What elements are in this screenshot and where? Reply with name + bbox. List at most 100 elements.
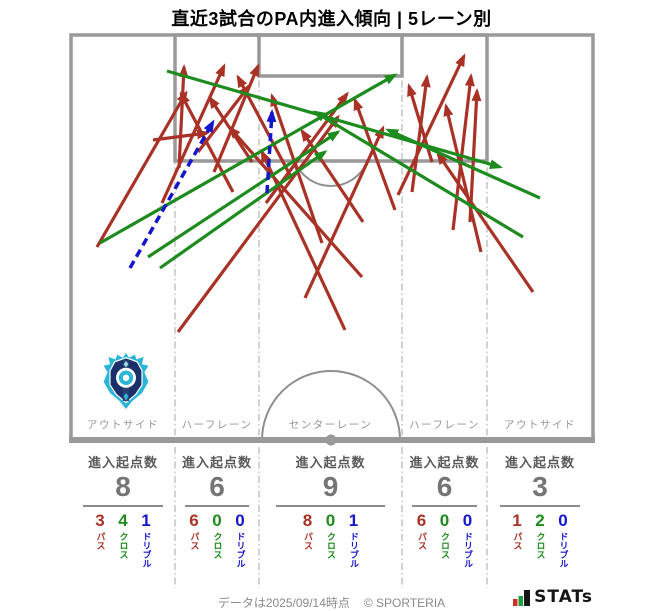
dribble-count-value: 1	[141, 511, 151, 531]
lane-stats-1: 進入起点数 8 3 パス 4 クロス 1 ドリブル	[71, 446, 175, 588]
entry-origin-count-label: 進入起点数	[181, 455, 252, 470]
entry-origin-count-label: 進入起点数	[409, 455, 480, 470]
cross-label: クロス	[440, 531, 450, 559]
lane-label-1: アウトサイド	[87, 419, 159, 431]
dribble-label: ドリブル	[349, 531, 359, 568]
pass-arrow	[95, 90, 188, 248]
stat-rule	[276, 505, 385, 508]
goal-area	[257, 33, 404, 78]
stats-brand-logo: STATs	[507, 589, 593, 606]
pass-arrow	[160, 63, 226, 204]
pass-count-value: 8	[302, 511, 313, 531]
pass-arrow	[451, 73, 475, 231]
dribble-count-value: 0	[462, 511, 473, 531]
cross-count-cell: 2 クロス	[532, 511, 548, 568]
dribble-count-cell: 0 ドリブル	[460, 511, 476, 568]
page-title: 直近3試合のPA内進入傾向 | 5レーン別	[171, 9, 492, 29]
pass-label: パス	[417, 531, 427, 550]
cross-count-value: 0	[439, 511, 450, 531]
pass-count-value: 3	[95, 511, 105, 531]
entry-origin-count-label: 進入起点数	[295, 455, 366, 470]
entry-arrows	[95, 53, 541, 333]
lane-stats-2: 進入起点数 6 6 パス 0 クロス 0 ドリブル	[175, 446, 259, 588]
pass-count-cell: 6 パス	[414, 511, 430, 568]
dribble-count-value: 0	[558, 511, 568, 531]
pass-label: パス	[95, 531, 106, 550]
pass-arrow	[176, 114, 340, 333]
dribble-count-value: 0	[235, 511, 245, 531]
pass-arrow	[177, 64, 189, 169]
cross-arrow	[159, 150, 328, 270]
pass-count-value: 6	[189, 511, 199, 531]
dribble-label: ドリブル	[463, 531, 473, 568]
pass-arrow	[436, 151, 535, 293]
dribble-count-cell: 0 ドリブル	[232, 511, 248, 567]
pass-arrow	[353, 97, 397, 211]
cross-arrow	[166, 69, 503, 170]
pass-arrow	[270, 93, 324, 244]
cross-count-value: 0	[212, 511, 222, 531]
cross-label: クロス	[212, 531, 223, 559]
center-circle	[261, 370, 401, 441]
dribble-count-cell: 0 ドリブル	[555, 511, 571, 568]
pass-label: パス	[189, 531, 200, 550]
cross-count-cell: 0 クロス	[323, 511, 339, 568]
pass-arrow	[396, 53, 466, 196]
pass-arrow	[300, 128, 365, 223]
lane-label-5: アウトサイド	[504, 419, 576, 431]
pass-count-cell: 3 パス	[92, 511, 108, 568]
data-date-note: データは2025/09/14時点	[217, 596, 350, 610]
stat-rule	[412, 505, 477, 508]
cross-label: クロス	[118, 531, 129, 559]
lane-label-3: センターレーン	[288, 419, 373, 431]
cross-count-value: 2	[535, 511, 545, 531]
entry-origin-count-label: 進入起点数	[87, 455, 158, 470]
lane-stats-4: 進入起点数 6 6 パス 0 クロス 0 ドリブル	[402, 446, 487, 588]
cross-arrow	[312, 110, 524, 239]
pass-count-value: 6	[416, 511, 427, 531]
entry-origin-count-value: 6	[209, 471, 225, 502]
dribble-arrow	[128, 119, 215, 269]
entry-origin-count-value: 8	[115, 471, 131, 502]
penalty-area	[173, 33, 489, 163]
cross-label: クロス	[535, 531, 546, 559]
center-spot	[325, 434, 337, 446]
lane-stats-3: 進入起点数 9 8 パス 0 クロス 1 ドリブル	[259, 446, 402, 588]
dribble-label: ドリブル	[558, 531, 569, 568]
dribble-count-cell: 1 ドリブル	[346, 511, 362, 568]
footer-note: データは2025/09/14時点 © SPORTERIA	[0, 594, 663, 611]
brand-text: STATs	[534, 587, 593, 607]
lane-label-4: ハーフレーン	[409, 419, 480, 431]
pass-label: パス	[512, 531, 523, 550]
cross-count-cell: 0 クロス	[209, 511, 225, 568]
stat-rule	[83, 505, 163, 508]
team-crest-avispa-fukuoka	[103, 353, 149, 409]
dribble-count-cell: 1 ドリブル	[138, 511, 154, 568]
cross-count-value: 4	[118, 511, 128, 531]
pass-arrow	[228, 125, 364, 279]
pass-count-cell: 8 パス	[300, 511, 316, 568]
dribble-arrow	[265, 109, 277, 194]
stat-rule	[499, 505, 581, 508]
lane-stats-5: 進入起点数 3 1 パス 2 クロス 0 ドリブル	[487, 446, 593, 588]
cross-arrow	[99, 73, 398, 245]
pass-count-cell: 6 パス	[186, 511, 202, 568]
entry-origin-count-label: 進入起点数	[504, 455, 575, 470]
entry-origin-count-value: 3	[532, 471, 548, 502]
entry-origin-count-value: 6	[436, 471, 453, 502]
pass-label: パス	[303, 531, 313, 550]
cross-label: クロス	[326, 531, 336, 559]
cross-arrow	[147, 130, 341, 259]
lane-label-2: ハーフレーン	[181, 419, 253, 431]
cross-count-cell: 4 クロス	[115, 511, 131, 568]
pass-arrow	[443, 103, 483, 253]
dribble-label: ドリブル	[141, 531, 152, 568]
bar-chart-icon	[513, 590, 531, 606]
dribble-count-value: 1	[348, 511, 359, 531]
pass-count-value: 1	[512, 511, 522, 531]
cross-count-value: 0	[325, 511, 336, 531]
entry-origin-count-value: 9	[322, 471, 339, 502]
pass-count-cell: 1 パス	[509, 511, 525, 568]
